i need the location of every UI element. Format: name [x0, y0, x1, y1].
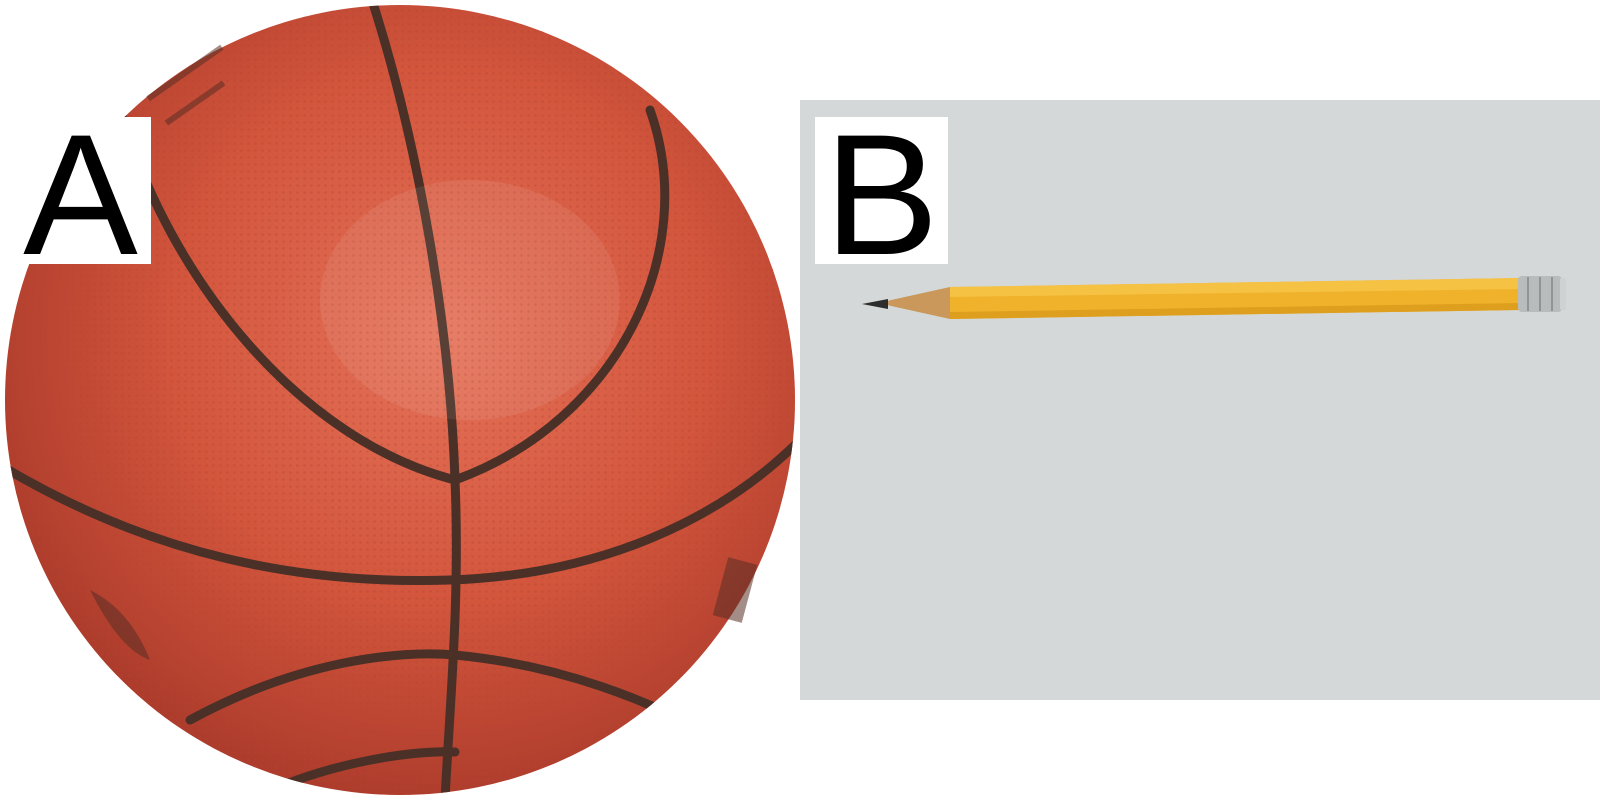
panel-label-b-text: B — [824, 98, 939, 291]
panel-label-b: B — [815, 109, 948, 281]
pencil — [862, 276, 1566, 319]
panel-a-basketball — [5, 5, 795, 795]
panel-label-a-text: A — [23, 98, 138, 291]
pencil-lead — [862, 299, 888, 309]
ball-body — [5, 5, 795, 795]
ball-highlight — [320, 180, 620, 420]
panel-label-a: A — [10, 109, 151, 281]
basketball-illustration — [5, 5, 795, 795]
ball-print-marks — [90, 44, 758, 660]
pencil-wood-tip — [878, 287, 950, 319]
